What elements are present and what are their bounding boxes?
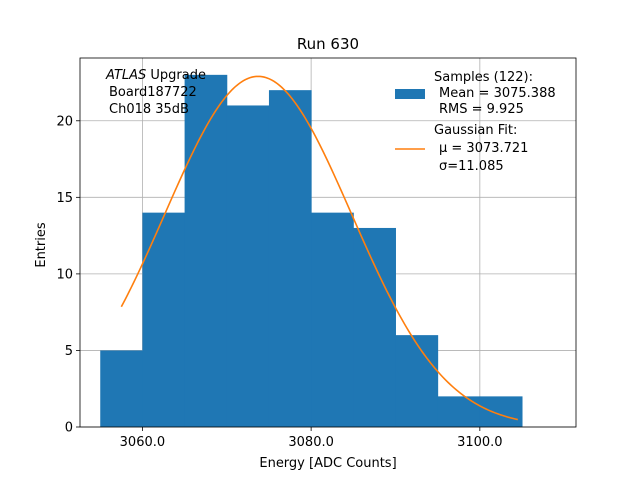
run-annotation: ATLAS Upgrade Board187722 Ch018 35dB — [105, 68, 206, 117]
y-tick-label: 10 — [56, 267, 73, 282]
histogram-bar — [100, 350, 143, 427]
histogram-bar — [268, 90, 312, 427]
y-axis-label: Entries — [34, 222, 49, 268]
gaussian-fit — [120, 75, 518, 421]
x-axis-label: Energy [ADC Counts] — [259, 456, 396, 471]
annotation-experiment: ATLAS Upgrade — [105, 68, 206, 83]
chart-title: Run 630 — [297, 35, 359, 53]
y-tick-label: 15 — [56, 191, 73, 206]
histogram-bar — [437, 396, 481, 427]
legend-fit-sigma: σ=11.085 — [439, 159, 504, 174]
legend-hist-title: Samples (122): — [434, 70, 533, 85]
x-tick-label: 3060.0 — [120, 435, 166, 450]
legend: Samples (122): Mean = 3075.388 RMS = 9.9… — [395, 70, 556, 174]
plot-frame — [79, 57, 577, 428]
y-tick-label: 5 — [65, 344, 73, 359]
histogram-bar — [353, 227, 396, 427]
annotation-experiment-suffix: Upgrade — [146, 68, 206, 83]
legend-fit-title: Gaussian Fit: — [434, 123, 517, 138]
x-tick-label: 3100.0 — [457, 435, 503, 450]
histogram-bar — [479, 396, 523, 427]
annotation-channel: Ch018 35dB — [109, 102, 189, 117]
legend-hist-swatch — [395, 89, 425, 99]
gaussian-fit-curve — [120, 75, 518, 421]
x-axis-ticks: 3060.0 3080.0 3100.0 — [120, 427, 503, 450]
y-axis-ticks: 0 5 10 15 20 — [56, 114, 80, 436]
legend-hist-mean: Mean = 3075.388 — [439, 86, 556, 101]
legend-fit-mu: μ = 3073.721 — [439, 141, 528, 156]
histogram-bar — [184, 74, 228, 428]
annotation-board: Board187722 — [109, 85, 197, 100]
histogram-bar — [311, 212, 354, 427]
annotation-experiment-name: ATLAS — [105, 68, 146, 83]
legend-hist-rms: RMS = 9.925 — [439, 102, 524, 117]
histogram-bar — [226, 105, 270, 428]
histogram-bar — [142, 212, 186, 427]
x-tick-label: 3080.0 — [288, 435, 334, 450]
y-tick-label: 20 — [56, 114, 73, 129]
y-tick-label: 0 — [65, 421, 73, 436]
histogram-bar — [395, 335, 439, 427]
